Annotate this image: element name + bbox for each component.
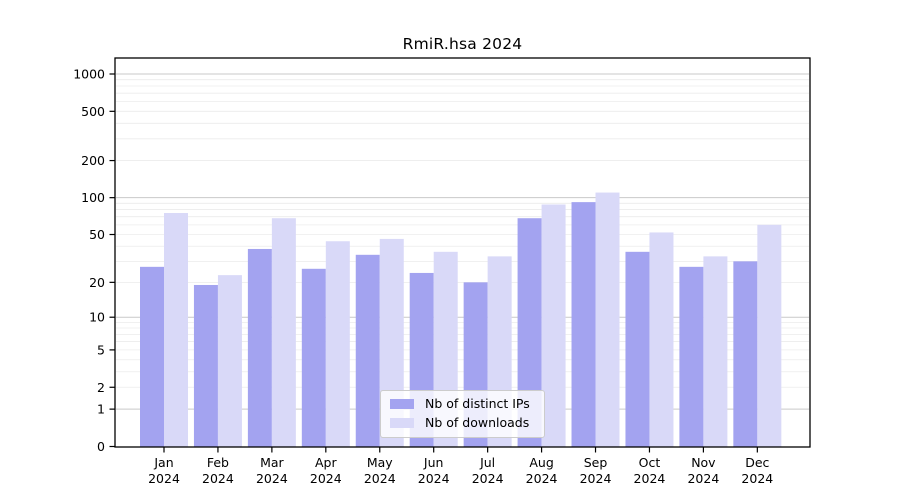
bar-nb-of-distinct-ips-may bbox=[355, 254, 380, 447]
x-tick-label-month: Sep bbox=[584, 455, 608, 470]
bar-nb-of-downloads-apr bbox=[325, 241, 350, 447]
x-tick-label-year: 2024 bbox=[310, 471, 342, 486]
legend-row: Nb of distinct IPs bbox=[390, 397, 535, 411]
x-tick-label-year: 2024 bbox=[418, 471, 450, 486]
legend: Nb of distinct IPs Nb of downloads bbox=[380, 390, 545, 438]
x-tick-label-year: 2024 bbox=[256, 471, 288, 486]
bar-nb-of-downloads-jan bbox=[164, 212, 188, 447]
y-tick-label: 500 bbox=[81, 104, 105, 119]
x-tick-label-year: 2024 bbox=[364, 471, 396, 486]
bar-nb-of-distinct-ips-dec bbox=[733, 261, 758, 447]
x-tick-label-year: 2024 bbox=[526, 471, 558, 486]
legend-swatch bbox=[390, 399, 414, 409]
legend-label: Nb of distinct IPs bbox=[425, 396, 530, 411]
bar-nb-of-distinct-ips-oct bbox=[625, 251, 650, 447]
y-tick-label: 10 bbox=[89, 310, 105, 325]
y-tick-label: 50 bbox=[89, 227, 105, 242]
y-tick-label: 1000 bbox=[73, 67, 105, 82]
x-tick-label-month: Jan bbox=[153, 455, 173, 470]
bar-nb-of-downloads-oct bbox=[649, 232, 674, 447]
bar-nb-of-downloads-nov bbox=[703, 256, 728, 447]
bar-nb-of-downloads-mar bbox=[271, 218, 296, 447]
legend-row: Nb of downloads bbox=[390, 416, 535, 430]
x-tick-label-month: Oct bbox=[639, 455, 661, 470]
y-tick-label: 5 bbox=[97, 342, 105, 357]
x-tick-label-month: Jul bbox=[479, 455, 495, 470]
plot-border bbox=[114, 57, 811, 448]
y-tick-label: 200 bbox=[81, 153, 105, 168]
x-tick-label-month: May bbox=[367, 455, 393, 470]
y-tick-label: 1 bbox=[97, 402, 105, 417]
bar-nb-of-distinct-ips-apr bbox=[301, 268, 326, 447]
y-tick-label: 0 bbox=[97, 439, 105, 454]
y-tick-label: 100 bbox=[81, 190, 105, 205]
y-tick-label: 20 bbox=[89, 275, 105, 290]
bar-nb-of-distinct-ips-nov bbox=[679, 266, 704, 447]
x-tick-label-year: 2024 bbox=[148, 471, 180, 486]
chart-title: RmiR.hsa 2024 bbox=[402, 35, 523, 53]
bar-nb-of-distinct-ips-mar bbox=[247, 248, 272, 447]
x-tick-label-month: Mar bbox=[260, 455, 284, 470]
x-tick-label-year: 2024 bbox=[202, 471, 234, 486]
x-tick-label-month: Aug bbox=[529, 455, 553, 470]
x-tick-label-year: 2024 bbox=[580, 471, 612, 486]
x-tick-label-month: Feb bbox=[207, 455, 229, 470]
bar-nb-of-downloads-dec bbox=[757, 224, 782, 447]
legend-label: Nb of downloads bbox=[425, 415, 530, 430]
x-tick-label-month: Nov bbox=[691, 455, 716, 470]
x-tick-label-month: Dec bbox=[745, 455, 769, 470]
x-tick-label-month: Apr bbox=[315, 455, 337, 470]
bar-nb-of-distinct-ips-jan bbox=[140, 266, 164, 447]
x-tick-label-year: 2024 bbox=[634, 471, 666, 486]
y-tick-label: 2 bbox=[97, 380, 105, 395]
bar-nb-of-distinct-ips-feb bbox=[193, 284, 218, 447]
x-tick-label-year: 2024 bbox=[741, 471, 773, 486]
bar-nb-of-downloads-sep bbox=[595, 192, 620, 447]
legend-swatch bbox=[390, 418, 414, 428]
bar-nb-of-distinct-ips-sep bbox=[571, 202, 596, 447]
bar-nb-of-downloads-feb bbox=[217, 275, 242, 447]
x-tick-label-year: 2024 bbox=[687, 471, 719, 486]
x-tick-label-month: Jun bbox=[423, 455, 444, 470]
bar-nb-of-downloads-aug bbox=[541, 204, 566, 447]
x-tick-label-year: 2024 bbox=[472, 471, 504, 486]
